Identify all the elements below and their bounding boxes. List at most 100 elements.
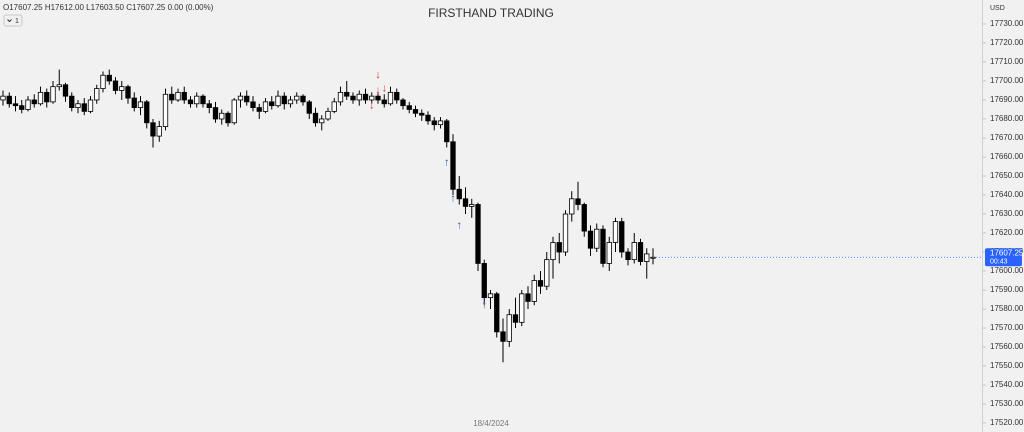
candle-body [394,91,400,101]
candle-body [519,293,525,323]
currency-label[interactable]: USD [990,5,1005,12]
candle-body [269,101,275,107]
y-tick-label: 17680.00 [990,114,1024,123]
candle-body [37,91,44,105]
signal-arrow: ↓ [375,69,381,81]
candle-body [606,242,612,264]
candle-body [306,101,312,114]
candle-body [550,242,556,261]
interval-button[interactable] [3,14,23,27]
candle-body [6,95,12,105]
candle-body [156,126,162,137]
y-tick-label: 17620.00 [990,228,1024,237]
candle-body [525,293,531,302]
y-tick-label: 17570.00 [990,323,1024,332]
y-tick-label: 17580.00 [990,304,1024,313]
candle-body [287,99,294,105]
y-tick-label: 17560.00 [990,342,1024,351]
candle-body [206,103,212,108]
candle-body [412,109,419,114]
candle-body [150,122,156,137]
candle-body [337,91,344,103]
y-tick-label: 17550.00 [990,361,1024,370]
candle-body [162,93,169,127]
candle-body [87,99,94,112]
candle-body [175,91,181,101]
candle-body [575,198,581,205]
chevron-icon [7,19,12,23]
candle-body [406,105,412,110]
candle-body [612,221,619,243]
y-tick-label: 17600.00 [990,266,1024,275]
candle-body [312,112,319,124]
candle-body [325,110,331,120]
candle-body [644,253,650,262]
signal-arrow: ↑ [450,193,456,205]
candle-body [462,198,469,207]
candle-body [537,280,544,287]
candle-body [631,242,637,261]
candle-body [556,242,562,253]
candle-body [256,107,262,112]
candle-body [587,230,594,249]
candle-body [562,213,569,253]
candle-body [75,103,81,108]
candle-body [212,107,219,120]
candle-body [331,101,337,112]
candle-body [50,86,56,103]
y-tick-label: 17590.00 [990,285,1024,294]
candle-body [25,99,31,110]
y-tick-label: 17690.00 [990,95,1024,104]
signal-arrow: ↓ [382,82,388,94]
candle-body [450,141,456,190]
candle-body [125,86,131,99]
candle-body [294,95,300,101]
candle-body [469,204,475,207]
candle-body [444,120,450,143]
candle-body [119,86,125,91]
candle-body [494,293,500,333]
candle-body [375,95,381,101]
candle-body [194,95,200,105]
candle-body [600,228,606,264]
candle-body [381,99,387,105]
candle-body [500,331,506,342]
candle-body [56,84,62,88]
candle-body [250,101,256,108]
candle-body [400,99,406,107]
candle-body [137,101,144,108]
candle-body [437,120,444,126]
candle-body [219,112,225,120]
candle-body [350,95,356,101]
candle-body [425,114,431,122]
candle-body [419,112,425,116]
candle-body [81,103,87,112]
y-tick-label: 17670.00 [990,133,1024,142]
candle-body [431,120,437,126]
y-tick-label: 17710.00 [990,57,1024,66]
candle-body [544,259,550,287]
candle-body [237,95,244,101]
countdown-label: 00:43 [990,259,1008,266]
candle-body [44,91,50,103]
candle-body [487,293,494,299]
y-tick-label: 17650.00 [990,171,1024,180]
candle-body [262,101,269,112]
ohlc-legend: O17607.25 H17612.00 L17603.50 C17607.25 … [3,3,214,12]
interval-label[interactable]: 1 [15,18,19,25]
candle-body [19,105,25,110]
y-tick-label: 17530.00 [990,399,1024,408]
signal-arrow: ↑ [482,299,488,311]
x-axis-date: 18/4/2024 [473,419,509,428]
candle-body [300,95,306,103]
candle-body [506,314,512,342]
signal-arrow: ↓ [375,84,381,96]
y-tick-label: 17700.00 [990,76,1024,85]
candle-body [0,95,6,101]
candle-body [144,101,150,124]
y-tick-label: 17640.00 [990,190,1024,199]
y-tick-label: 17660.00 [990,152,1024,161]
candle-body [481,263,487,299]
